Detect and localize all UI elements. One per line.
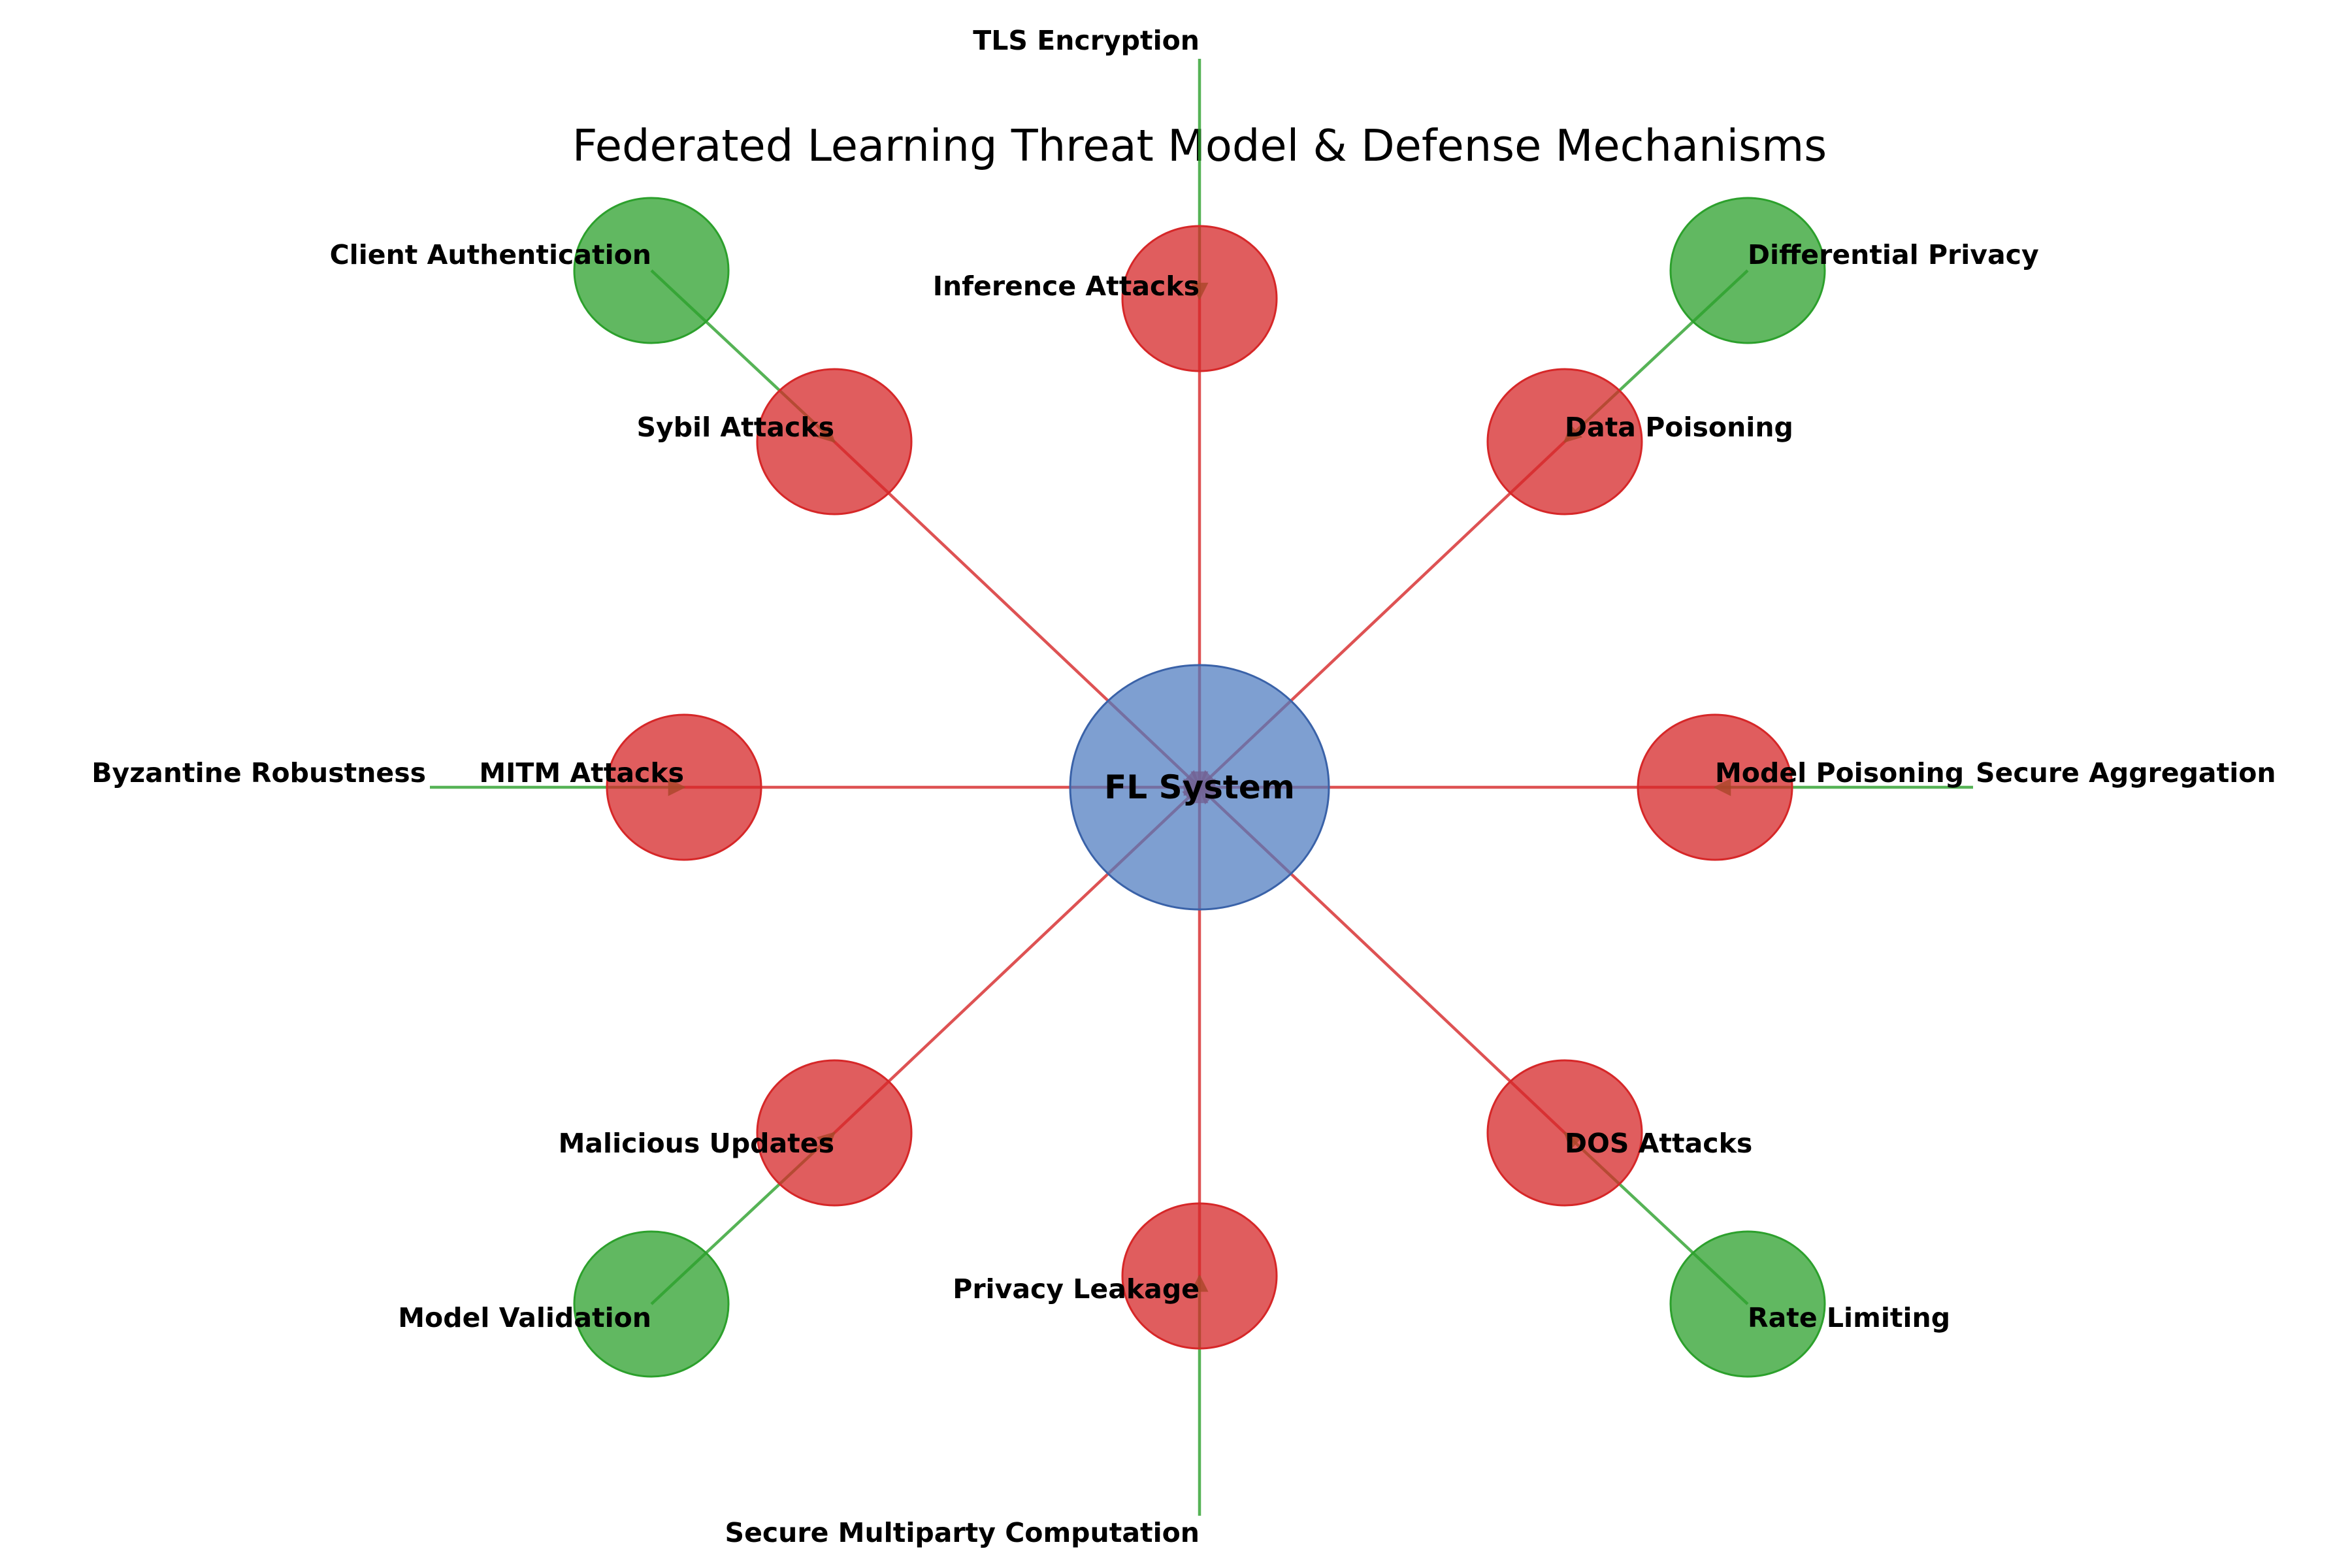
threat-node-privacy-leakage [1121, 1202, 1278, 1350]
defense-label-smpc: Secure Multiparty Computation [725, 1517, 1200, 1548]
threat-node-data-poisoning [1486, 368, 1643, 515]
threat-label-sybil: Sybil Attacks [636, 412, 834, 443]
defense-label-secagg: Secure Aggregation [1976, 757, 2276, 789]
defense-label-dp: Differential Privacy [1748, 239, 2039, 270]
defense-label-ratelimit: Rate Limiting [1748, 1302, 1950, 1333]
threat-node-sybil [756, 368, 913, 515]
threat-node-dos [1486, 1059, 1643, 1207]
defense-node-ratelimit [1669, 1230, 1826, 1378]
threat-node-mitm [606, 713, 762, 861]
threat-node-inference [1121, 225, 1278, 372]
defense-node-validation [573, 1230, 730, 1378]
defense-label-validation: Model Validation [398, 1302, 651, 1333]
defense-label-byzantine: Byzantine Robustness [91, 757, 426, 789]
fl-system-label: FL System [1104, 768, 1295, 806]
threat-label-privacy-leakage: Privacy Leakage [953, 1273, 1200, 1305]
threat-label-malicious-updates: Malicious Updates [559, 1128, 834, 1159]
labels-layer: Inference Attacks Data Poisoning Model Poi… [91, 25, 2276, 1548]
defense-node-dp [1669, 197, 1826, 344]
threat-label-model-poisoning: Model Poisoning [1715, 757, 1964, 789]
nodes-layer [573, 197, 1826, 1378]
threat-label-data-poisoning: Data Poisoning [1565, 412, 1793, 443]
fl-system-node [1069, 664, 1330, 911]
threat-label-dos: DOS Attacks [1565, 1128, 1752, 1159]
threat-label-mitm: MITM Attacks [479, 757, 684, 789]
defense-label-tls: TLS Encryption [973, 25, 1200, 56]
threat-node-model-poisoning [1637, 713, 1793, 861]
defense-node-clientauth [573, 197, 730, 344]
defense-label-clientauth: Client Authentication [330, 239, 651, 270]
threat-node-malicious-updates [756, 1059, 913, 1207]
threat-label-inference: Inference Attacks [933, 270, 1200, 302]
